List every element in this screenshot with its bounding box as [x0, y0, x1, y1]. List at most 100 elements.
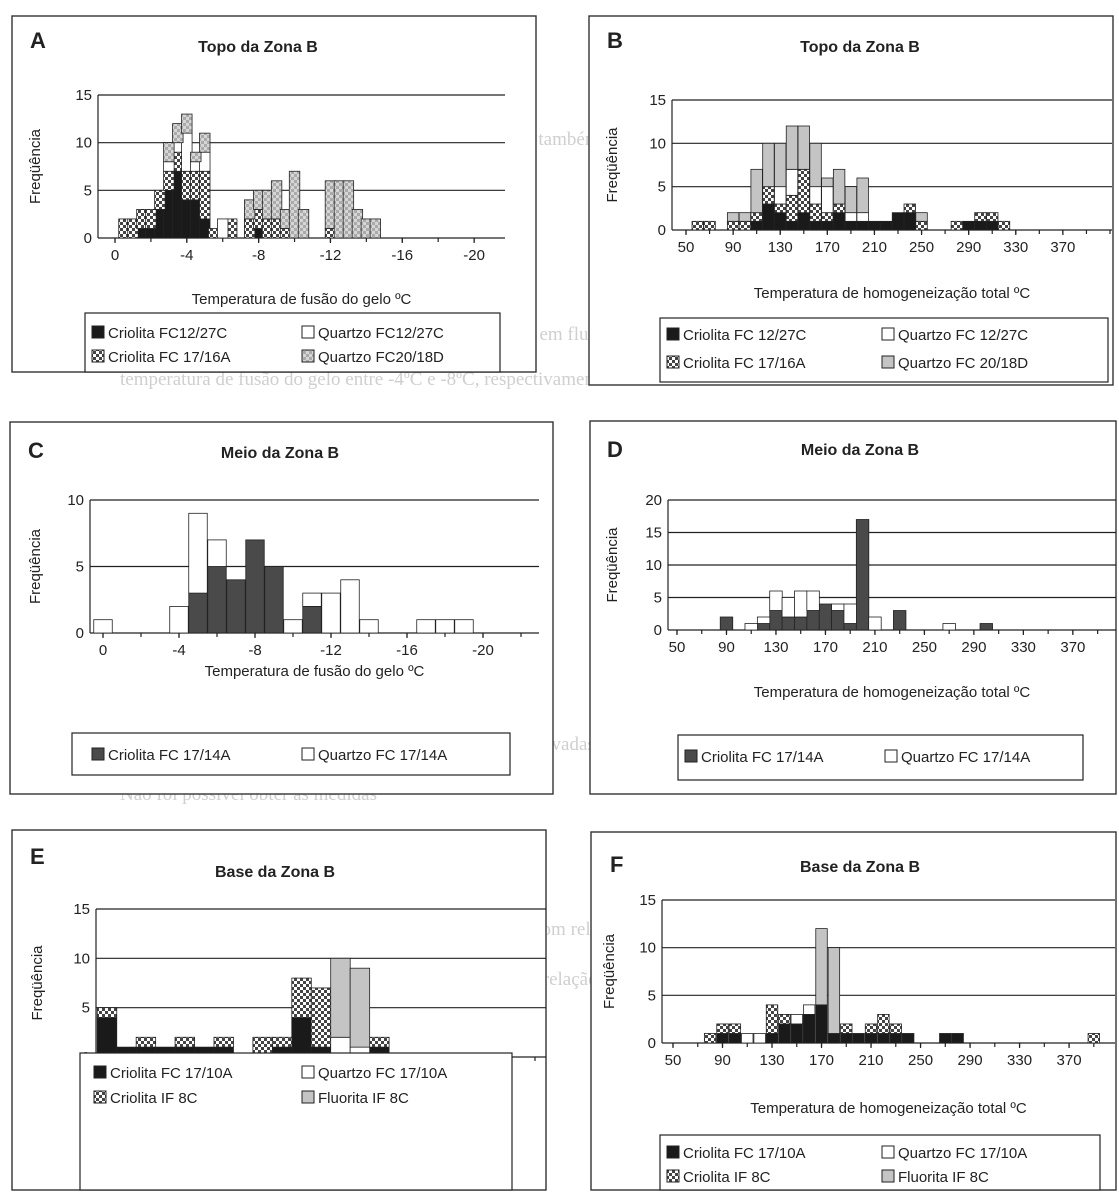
- legend-label: Criolita FC 17/10A: [110, 1065, 233, 1082]
- bar-d-s0: [756, 623, 771, 631]
- bar-f-s2: [802, 1004, 816, 1015]
- bar-d-s1: [806, 590, 820, 611]
- bar-b-s2: [821, 186, 834, 214]
- bar-e-s1: [369, 1036, 390, 1048]
- bar-f-s1: [877, 1014, 890, 1034]
- bar-b-s0: [868, 220, 881, 231]
- x-tick-label: 290: [958, 1052, 983, 1069]
- bar-e-s1: [310, 987, 332, 1048]
- bar-f-s0: [765, 1033, 779, 1044]
- bar-f-s0: [840, 1033, 853, 1044]
- legend-swatch: [93, 1090, 107, 1104]
- y-tick-label: 20: [645, 492, 662, 509]
- legend-swatch: [301, 1065, 315, 1079]
- bar-e-s0: [96, 1017, 118, 1058]
- bar-f-s0: [852, 1033, 865, 1044]
- legend-swatch: [881, 355, 895, 369]
- bar-d-s1: [744, 623, 758, 631]
- bar-c-s0: [226, 579, 246, 634]
- chart-panel-c: C Meio da Zona B 0 5 10 0 -4 -8 -12 -16 -20 Tempera…: [9, 421, 554, 795]
- bar-d-s0: [806, 610, 820, 631]
- bar-d-s1: [781, 597, 795, 618]
- x-tick-label: 50: [678, 239, 695, 256]
- x-tick-label: -16: [396, 642, 418, 659]
- x-tick-label: 130: [763, 639, 788, 656]
- bar-b-s1: [703, 220, 716, 231]
- bar-a-s3: [190, 151, 202, 163]
- bar-f-s3: [827, 947, 841, 1034]
- legend-label: Criolita FC12/27C: [108, 325, 227, 342]
- legend-swatch: [666, 1169, 680, 1183]
- bar-d-s0: [794, 616, 808, 631]
- bar-b-s0: [962, 220, 975, 231]
- bar-e-s1: [271, 1036, 293, 1048]
- legend-label: Criolita FC 12/27C: [683, 327, 807, 344]
- legend-label: Quartzo FC 17/10A: [898, 1145, 1027, 1162]
- y-axis-label: Freqüência: [29, 945, 46, 1021]
- bar-b-s1: [986, 212, 999, 222]
- bar-a-s3: [369, 218, 381, 239]
- y-axis-label: Freqüência: [601, 933, 618, 1009]
- bar-f-s0: [951, 1033, 964, 1044]
- x-tick-label: 90: [725, 239, 742, 256]
- bar-a-s3: [199, 132, 211, 153]
- bar-b-s3: [809, 142, 822, 188]
- x-tick-label: 0: [99, 642, 107, 659]
- bar-b-s0: [762, 203, 775, 231]
- legend-swatch: [301, 1090, 315, 1104]
- legend: Criolita FC 17/10A Quartzo FC 17/10A Criol…: [659, 1134, 1101, 1191]
- bar-b-s2: [856, 212, 869, 222]
- bar-f-s0: [815, 1004, 828, 1044]
- bar-b-s0: [974, 220, 987, 231]
- x-axis-label: Temperatura de homogeneização total ºC: [754, 285, 1031, 302]
- bar-d-s1: [868, 616, 882, 631]
- bar-b-s1: [738, 220, 752, 231]
- x-axis-label: Temperatura de homogeneização total ºC: [754, 684, 1031, 701]
- bar-b-s3: [738, 212, 752, 222]
- panel-letter: D: [607, 437, 623, 462]
- legend-label: Quartzo FC 12/27C: [898, 327, 1028, 344]
- y-tick-label: 15: [639, 892, 656, 909]
- bar-b-s1: [809, 203, 822, 222]
- x-axis-label: Temperatura de fusão do gelo ºC: [192, 291, 412, 308]
- chart-title: Topo da Zona B: [800, 39, 920, 56]
- x-tick-label: 210: [862, 239, 887, 256]
- bar-f-s1: [840, 1023, 853, 1034]
- bar-c-s1: [359, 619, 379, 634]
- chart-title: Meio da Zona B: [221, 445, 339, 462]
- bar-f-s1: [716, 1023, 729, 1034]
- bar-b-s3: [915, 212, 928, 222]
- bar-d-s0: [843, 623, 857, 631]
- bar-c-s0: [264, 566, 284, 634]
- bar-b-s1: [750, 212, 763, 222]
- legend-swatch: [881, 327, 895, 341]
- bar-b-s1: [762, 186, 775, 205]
- bar-a-s2: [163, 161, 175, 172]
- legend-label: Quartzo FC20/18D: [318, 349, 444, 366]
- bar-b-s0: [844, 220, 858, 231]
- x-tick-label: 330: [1011, 639, 1036, 656]
- chart-title: Topo da Zona B: [198, 39, 318, 56]
- bar-b-s3: [844, 186, 858, 214]
- y-tick-label: 0: [654, 622, 662, 639]
- legend-swatch: [91, 325, 105, 339]
- legend-label: Quartzo FC 17/10A: [318, 1065, 447, 1082]
- x-tick-label: -20: [472, 642, 494, 659]
- x-tick-label: 50: [669, 639, 686, 656]
- y-tick-label: 5: [654, 590, 662, 607]
- bar-e-s1: [135, 1036, 157, 1048]
- panel-letter: B: [607, 28, 623, 53]
- x-axis-label: Temperatura de fusão do gelo ºC: [205, 663, 425, 680]
- bar-a-s1: [154, 189, 166, 210]
- legend-swatch: [91, 747, 105, 761]
- bar-d-s1: [794, 590, 808, 618]
- bar-f-s1: [765, 1004, 779, 1034]
- legend: Criolita FC12/27C Quartzo FC12/27C Criolit…: [84, 312, 501, 373]
- bar-d-s0: [781, 616, 795, 631]
- bar-d-s0: [719, 616, 734, 631]
- bar-b-s0: [880, 220, 893, 231]
- panel-letter: A: [30, 28, 46, 53]
- legend-label: Quartzo FC 20/18D: [898, 355, 1028, 372]
- background-text-line: temperatura de fusão do gelo entre -4ºC …: [120, 369, 631, 390]
- legend-label: Quartzo FC 17/14A: [901, 749, 1030, 766]
